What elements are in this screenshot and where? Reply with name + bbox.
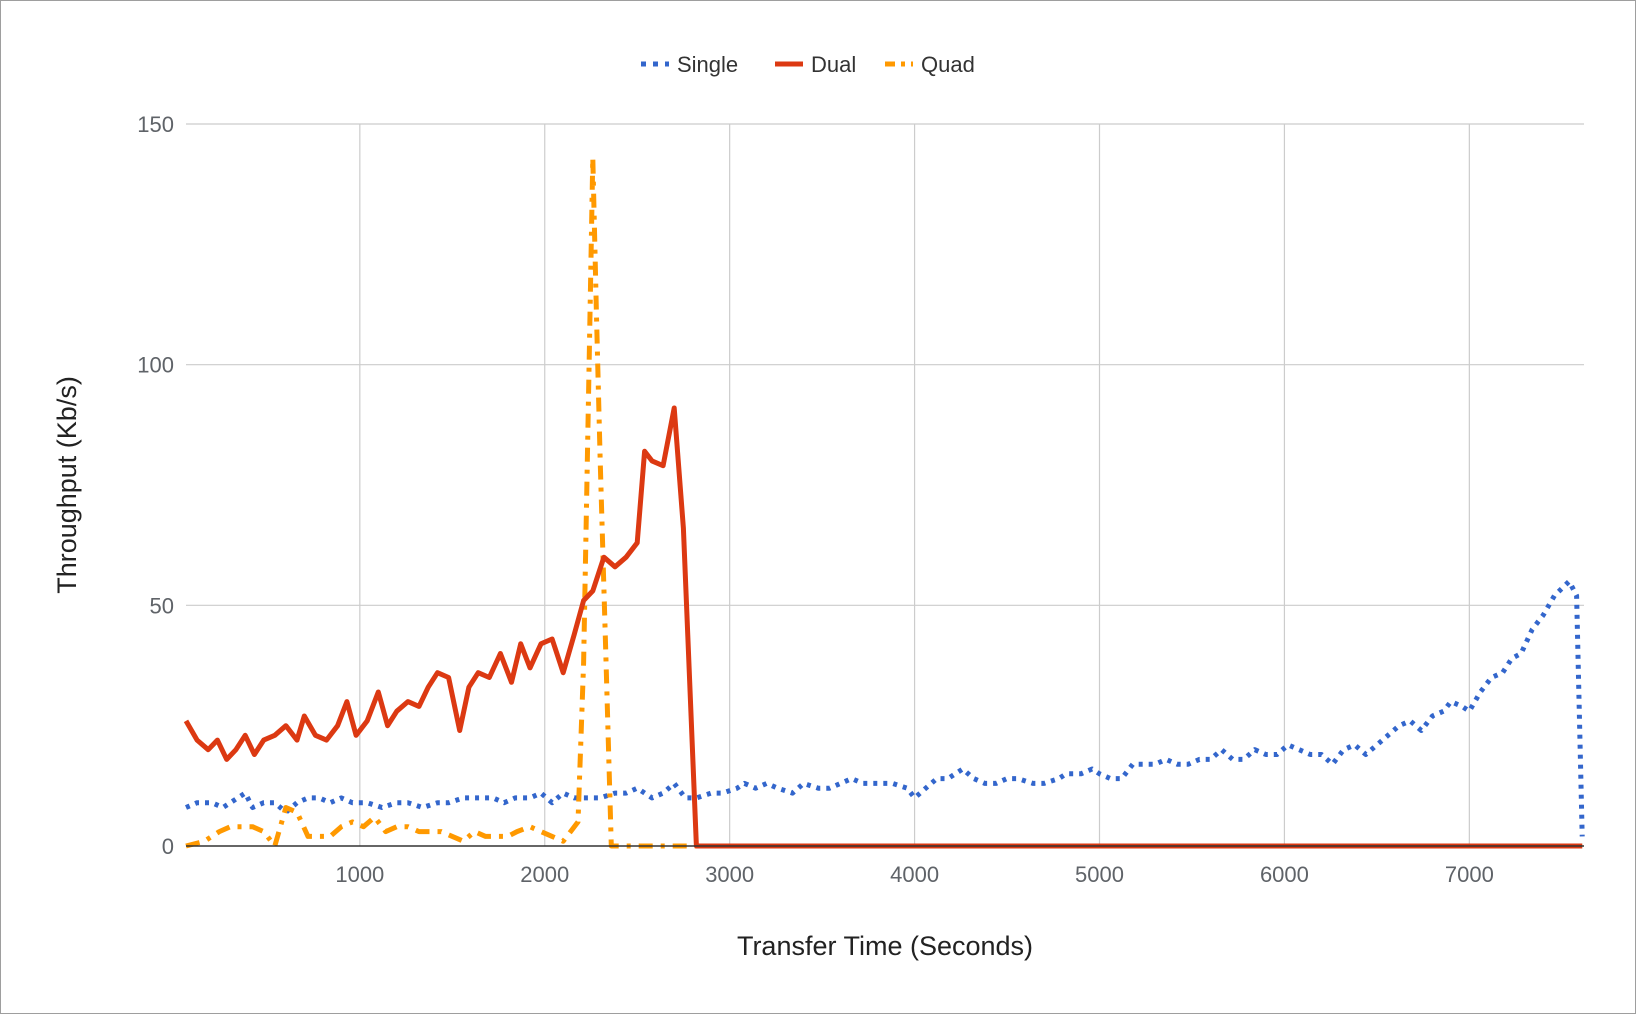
x-tick-label: 5000 (1075, 862, 1124, 887)
legend-item-quad: Quad (885, 52, 975, 77)
x-tick-label: 3000 (705, 862, 754, 887)
x-tick-label: 7000 (1445, 862, 1494, 887)
y-tick-label: 50 (150, 593, 174, 618)
legend-label: Dual (811, 52, 856, 77)
series-line-quad (185, 155, 1583, 849)
y-axis-title: Throughput (Kb/s) (52, 376, 82, 594)
legend-label: Single (677, 52, 738, 77)
x-tick-label: 6000 (1260, 862, 1309, 887)
legend-item-dual: Dual (775, 52, 856, 77)
y-tick-label: 0 (162, 834, 174, 859)
legend-item-single: Single (641, 52, 738, 77)
x-tick-label: 1000 (335, 862, 384, 887)
gridlines (186, 123, 1584, 846)
x-tick-labels: 1000 2000 3000 4000 5000 6000 7000 (335, 862, 1493, 887)
legend: Single Dual Quad (641, 52, 975, 77)
x-tick-label: 2000 (520, 862, 569, 887)
series-line-dual (183, 405, 1583, 849)
x-tick-label: 4000 (890, 862, 939, 887)
x-axis-title: Transfer Time (Seconds) (737, 931, 1033, 961)
series-line-single (185, 578, 1585, 837)
y-tick-label: 100 (137, 353, 174, 378)
legend-label: Quad (921, 52, 975, 77)
y-tick-labels: 0 50 100 150 (137, 112, 174, 859)
y-tick-label: 150 (137, 112, 174, 137)
series-layer (183, 155, 1585, 849)
